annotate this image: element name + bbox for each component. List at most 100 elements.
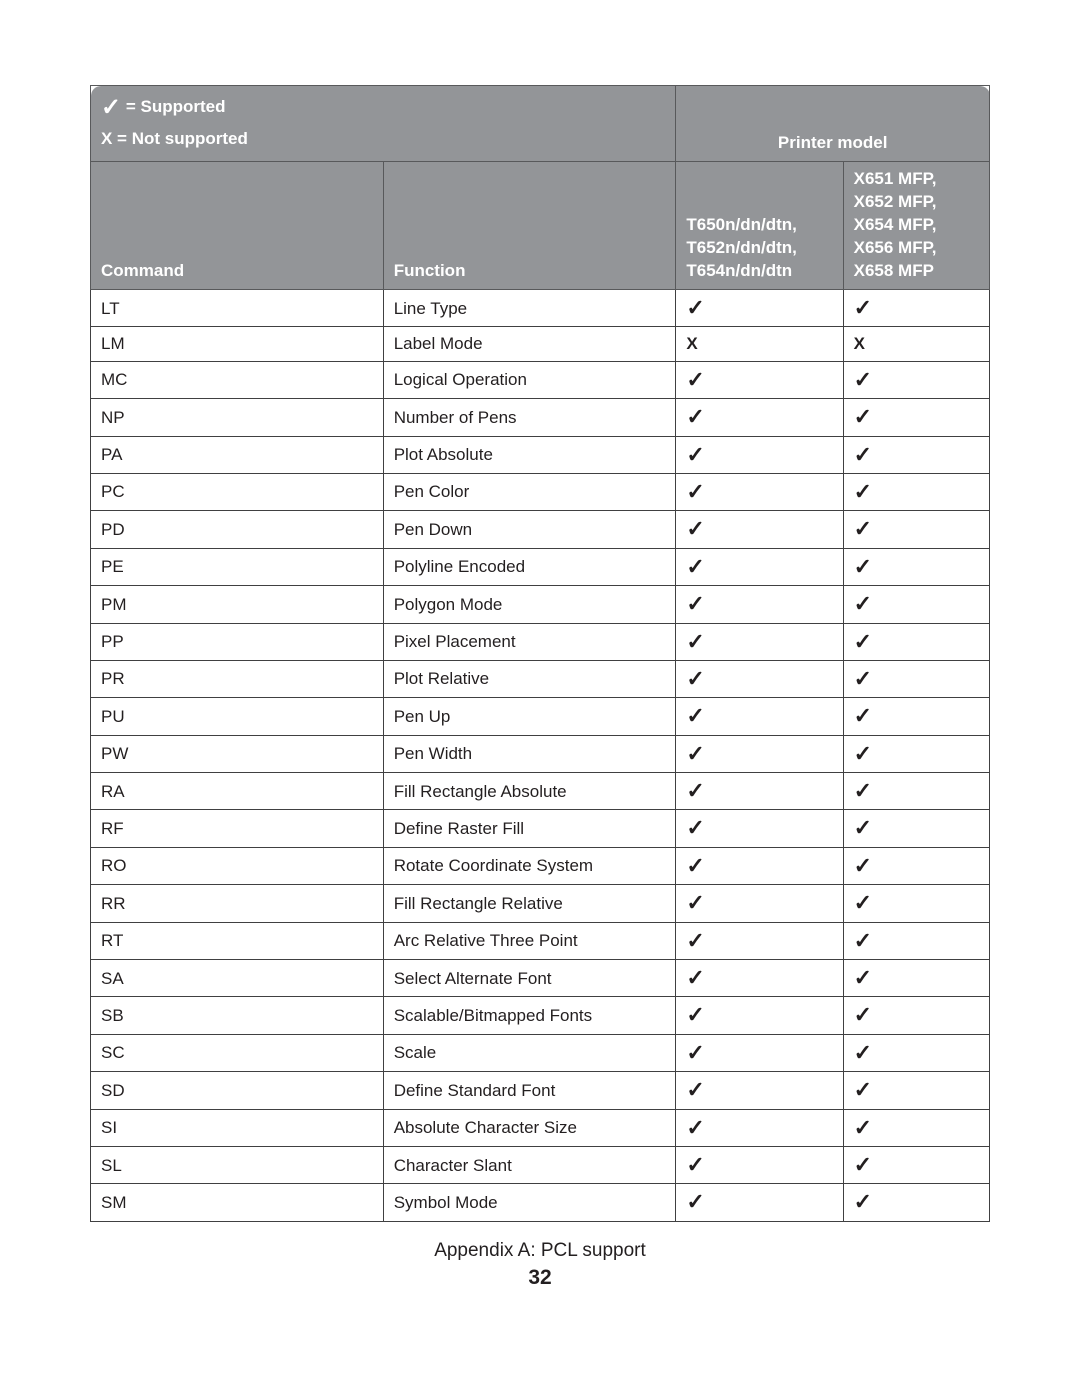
- check-icon: ✓: [686, 1152, 704, 1177]
- check-icon: ✓: [854, 295, 872, 320]
- check-icon: ✓: [854, 928, 872, 953]
- support-cell: ✓: [676, 623, 843, 660]
- command-cell: PW: [91, 735, 384, 772]
- support-cell: ✓: [843, 473, 989, 510]
- table-row: SASelect Alternate Font✓✓: [91, 960, 990, 997]
- function-cell: Number of Pens: [383, 399, 676, 436]
- command-cell: LM: [91, 327, 384, 361]
- check-icon: ✓: [854, 442, 872, 467]
- support-cell: ✓: [676, 548, 843, 585]
- check-icon: ✓: [854, 1152, 872, 1177]
- support-cell: ✓: [676, 773, 843, 810]
- table-row: RORotate Coordinate System✓✓: [91, 847, 990, 884]
- command-cell: SC: [91, 1034, 384, 1071]
- page-number: 32: [90, 1266, 990, 1290]
- check-icon: ✓: [686, 928, 704, 953]
- support-cell: ✓: [676, 885, 843, 922]
- support-cell: ✓: [843, 586, 989, 623]
- table-row: SLCharacter Slant ✓ ✓: [91, 1147, 990, 1184]
- table-row: RRFill Rectangle Relative✓✓: [91, 885, 990, 922]
- table-row: SMSymbol Mode✓✓: [91, 1184, 990, 1221]
- check-icon: ✓: [686, 778, 704, 803]
- table-row: SBScalable/Bitmapped Fonts ✓ ✓: [91, 997, 990, 1034]
- support-cell: ✓: [843, 290, 989, 327]
- page-footer: Appendix A: PCL support 32: [90, 1240, 990, 1290]
- check-icon: ✓: [686, 367, 704, 392]
- support-cell: ✓: [843, 997, 989, 1034]
- table-row: PAPlot Absolute✓✓: [91, 436, 990, 473]
- command-cell: SL: [91, 1147, 384, 1184]
- check-icon: ✓: [686, 442, 704, 467]
- support-cell: ✓: [843, 548, 989, 585]
- support-cell: ✓: [843, 810, 989, 847]
- support-cell: ✓: [676, 1184, 843, 1221]
- support-cell: ✓: [676, 290, 843, 327]
- check-icon: ✓: [854, 629, 872, 654]
- function-cell: Define Raster Fill: [383, 810, 676, 847]
- command-cell: LT: [91, 290, 384, 327]
- support-cell: ✓: [843, 1034, 989, 1071]
- function-cell: Polygon Mode: [383, 586, 676, 623]
- support-cell: ✓: [843, 436, 989, 473]
- support-cell: ✓: [676, 698, 843, 735]
- check-icon: ✓: [686, 741, 704, 766]
- check-icon: ✓: [686, 853, 704, 878]
- support-cell: ✓: [843, 773, 989, 810]
- function-cell: Plot Relative: [383, 660, 676, 697]
- check-icon: ✓: [854, 890, 872, 915]
- check-icon: ✓: [101, 92, 121, 124]
- legend-not-supported: X = Not supported: [91, 126, 676, 161]
- command-cell: SB: [91, 997, 384, 1034]
- table-row: LMLabel ModeXX: [91, 327, 990, 361]
- function-cell: Arc Relative Three Point: [383, 922, 676, 959]
- check-icon: ✓: [686, 1002, 704, 1027]
- function-cell: Label Mode: [383, 327, 676, 361]
- check-icon: ✓: [686, 666, 704, 691]
- support-cell: ✓: [843, 511, 989, 548]
- command-cell: SA: [91, 960, 384, 997]
- function-cell: Absolute Character Size: [383, 1109, 676, 1146]
- support-cell: ✓: [676, 735, 843, 772]
- command-cell: PR: [91, 660, 384, 697]
- table-header-row: ✓ = Supported: [91, 86, 990, 127]
- check-icon: ✓: [686, 1077, 704, 1102]
- command-cell: RO: [91, 847, 384, 884]
- table-row: LTLine Type✓✓: [91, 290, 990, 327]
- support-cell: ✓: [676, 1109, 843, 1146]
- appendix-title: Appendix A: PCL support: [90, 1240, 990, 1262]
- table-header-row: X = Not supported Printer model: [91, 126, 990, 161]
- support-cell: ✓: [843, 885, 989, 922]
- support-cell: ✓: [676, 436, 843, 473]
- table-row: PCPen Color✓✓: [91, 473, 990, 510]
- check-icon: ✓: [686, 295, 704, 320]
- command-cell: PD: [91, 511, 384, 548]
- check-icon: ✓: [686, 815, 704, 840]
- check-icon: ✓: [854, 815, 872, 840]
- support-cell: ✓: [676, 960, 843, 997]
- command-cell: SM: [91, 1184, 384, 1221]
- function-cell: Scalable/Bitmapped Fonts: [383, 997, 676, 1034]
- check-icon: ✓: [686, 1189, 704, 1214]
- function-cell: Plot Absolute: [383, 436, 676, 473]
- check-icon: ✓: [686, 965, 704, 990]
- check-icon: ✓: [854, 554, 872, 579]
- support-cell: ✓: [676, 847, 843, 884]
- support-cell: X: [843, 327, 989, 361]
- check-icon: ✓: [854, 853, 872, 878]
- check-icon: ✓: [686, 629, 704, 654]
- function-cell: Pixel Placement: [383, 623, 676, 660]
- support-cell: ✓: [676, 511, 843, 548]
- header-command: Command: [91, 162, 384, 290]
- legend-supported-text: = Supported: [121, 97, 225, 116]
- table-row: PUPen Up✓✓: [91, 698, 990, 735]
- support-cell: ✓: [676, 399, 843, 436]
- support-cell: ✓: [843, 735, 989, 772]
- x-icon: X: [854, 334, 865, 353]
- command-cell: RR: [91, 885, 384, 922]
- support-cell: ✓: [676, 473, 843, 510]
- check-icon: ✓: [854, 741, 872, 766]
- function-cell: Scale: [383, 1034, 676, 1071]
- support-cell: ✓: [676, 1034, 843, 1071]
- table-header-row: Command Function T650n/dn/dtn, T652n/dn/…: [91, 162, 990, 290]
- function-cell: Character Slant: [383, 1147, 676, 1184]
